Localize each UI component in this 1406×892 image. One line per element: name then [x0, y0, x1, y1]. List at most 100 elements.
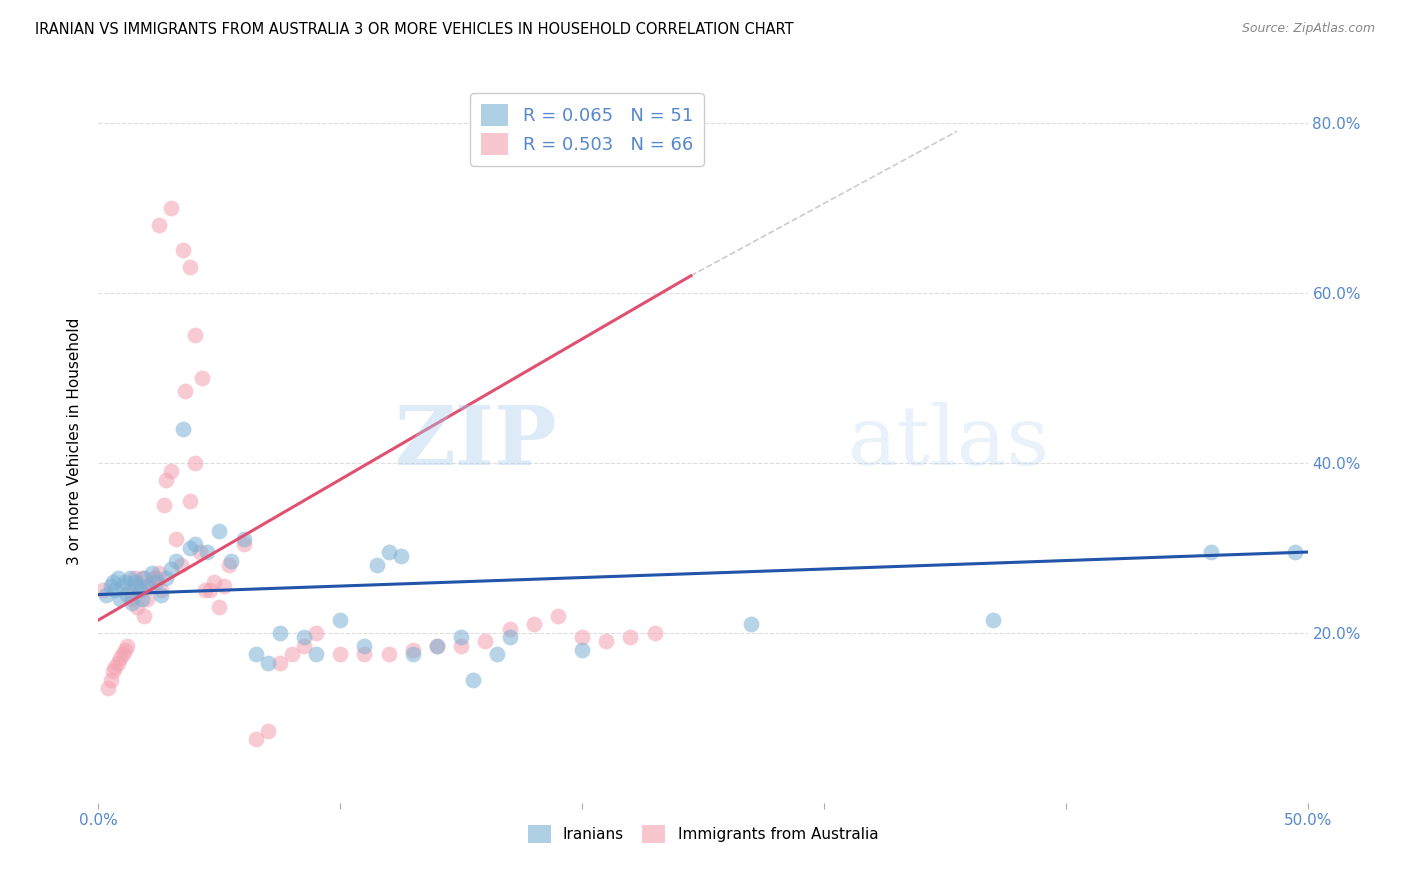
Point [377, 545, 399, 559]
Point [118, 583, 141, 598]
Text: atlas: atlas [848, 401, 1050, 482]
Point [256, 656, 278, 670]
Point [377, 647, 399, 661]
Point [179, 260, 201, 275]
Point [160, 201, 183, 215]
Point [426, 639, 449, 653]
Point [179, 494, 201, 508]
Point [131, 570, 153, 584]
Point [305, 625, 328, 640]
Point [101, 574, 124, 589]
Point [117, 588, 139, 602]
Point [114, 642, 136, 657]
Point [117, 639, 139, 653]
Point [131, 591, 153, 606]
Text: Source: ZipAtlas.com: Source: ZipAtlas.com [1241, 22, 1375, 36]
Point [127, 600, 149, 615]
Point [97, 681, 120, 695]
Point [547, 608, 569, 623]
Point [104, 583, 127, 598]
Point [141, 566, 163, 581]
Point [138, 579, 160, 593]
Point [135, 579, 157, 593]
Point [366, 558, 388, 572]
Point [402, 647, 425, 661]
Point [91, 583, 114, 598]
Point [124, 570, 146, 584]
Point [165, 553, 187, 567]
Point [172, 422, 194, 436]
Point [198, 583, 221, 598]
Point [474, 634, 496, 648]
Point [498, 630, 520, 644]
Point [245, 647, 267, 661]
Point [108, 651, 131, 665]
Point [212, 579, 235, 593]
Point [426, 639, 449, 653]
Point [148, 218, 170, 232]
Point [194, 583, 217, 598]
Point [141, 574, 163, 589]
Point [450, 639, 472, 653]
Point [145, 574, 167, 589]
Point [232, 533, 254, 547]
Point [107, 656, 129, 670]
Point [292, 639, 315, 653]
Point [208, 524, 231, 538]
Point [100, 579, 122, 593]
Point [155, 473, 177, 487]
Legend: Iranians, Immigrants from Australia: Iranians, Immigrants from Australia [522, 819, 884, 849]
Text: IRANIAN VS IMMIGRANTS FROM AUSTRALIA 3 OR MORE VEHICLES IN HOUSEHOLD CORRELATION: IRANIAN VS IMMIGRANTS FROM AUSTRALIA 3 O… [35, 22, 794, 37]
Point [145, 570, 167, 584]
Point [208, 600, 231, 615]
Point [160, 562, 183, 576]
Point [195, 545, 218, 559]
Y-axis label: 3 or more Vehicles in Household: 3 or more Vehicles in Household [67, 318, 83, 566]
Point [135, 591, 157, 606]
Point [128, 583, 150, 598]
Point [94, 588, 117, 602]
Point [188, 545, 211, 559]
Point [124, 574, 146, 589]
Point [523, 617, 546, 632]
Point [150, 583, 173, 598]
Point [121, 596, 143, 610]
Point [108, 591, 131, 606]
Point [172, 244, 194, 258]
Point [218, 558, 240, 572]
Point [402, 642, 425, 657]
Point [184, 328, 207, 343]
Point [1199, 545, 1222, 559]
Point [305, 647, 328, 661]
Text: ZIP: ZIP [395, 401, 558, 482]
Point [155, 570, 177, 584]
Point [107, 570, 129, 584]
Point [184, 456, 207, 470]
Point [740, 617, 762, 632]
Point [619, 630, 641, 644]
Point [292, 630, 315, 644]
Point [101, 664, 124, 678]
Point [114, 574, 136, 589]
Point [486, 647, 509, 661]
Point [204, 574, 226, 589]
Point [571, 642, 593, 657]
Point [104, 660, 127, 674]
Point [127, 579, 149, 593]
Point [160, 464, 183, 478]
Point [269, 656, 291, 670]
Point [134, 570, 156, 584]
Point [150, 588, 173, 602]
Point [174, 384, 197, 398]
Point [121, 591, 143, 606]
Point [353, 647, 375, 661]
Point [128, 583, 150, 598]
Point [450, 630, 472, 644]
Point [184, 536, 207, 550]
Point [644, 625, 666, 640]
Point [111, 647, 134, 661]
Point [111, 579, 134, 593]
Point [191, 371, 214, 385]
Point [100, 673, 122, 687]
Point [179, 541, 201, 555]
